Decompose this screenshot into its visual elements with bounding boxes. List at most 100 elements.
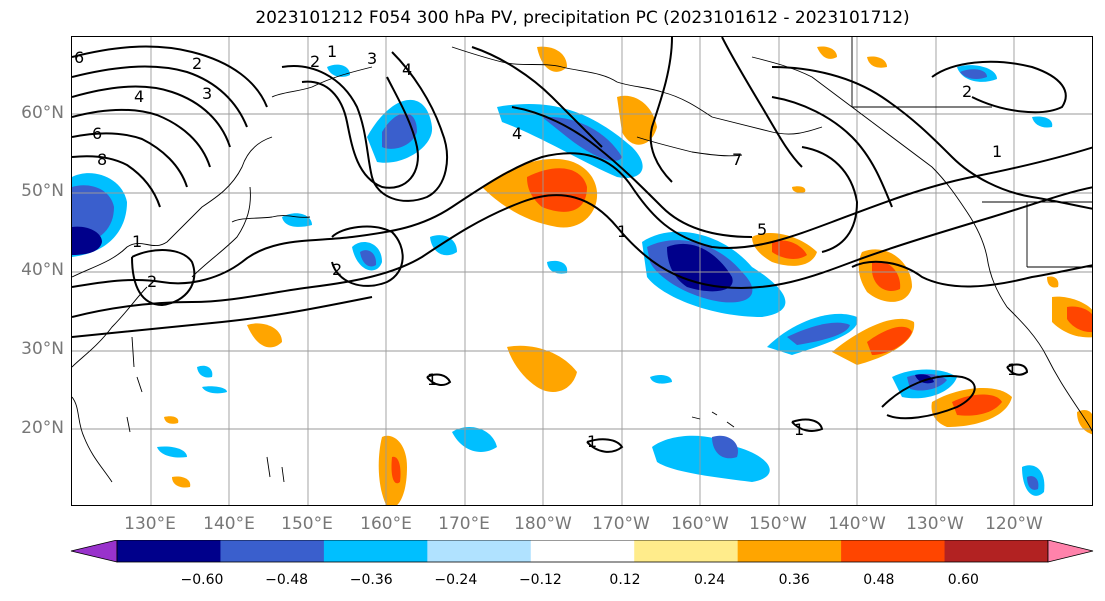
contour-label: 1 (427, 370, 437, 389)
lon-label-120w: 120°W (985, 514, 1043, 534)
colorbar-tick-label: 0.36 (778, 572, 810, 588)
precip-pos-region (164, 416, 179, 424)
precip-neg-region (787, 322, 850, 345)
lon-label-170e: 170°E (438, 514, 490, 534)
precip-neg-region (197, 365, 213, 378)
precip-neg-region (430, 235, 457, 256)
contour-label: 2 (192, 54, 202, 73)
precip-neg-region (1032, 116, 1053, 128)
precip-neg-region (282, 213, 312, 227)
colorbar-segment (117, 540, 221, 562)
contour-label: 1 (1007, 360, 1017, 379)
precip-pos-region (817, 46, 837, 59)
contour-label: 4 (402, 60, 412, 79)
precip-pos-region (872, 261, 901, 292)
contour-label: 5 (757, 220, 767, 239)
precip-pos-region (772, 240, 807, 259)
contour-label: 3 (202, 84, 212, 103)
precip-pos-region (1047, 276, 1059, 288)
precip-pos-region (1067, 306, 1092, 333)
precip-neg-region (360, 250, 377, 267)
colorbar-segment (634, 540, 739, 562)
precip-pos-region (867, 326, 912, 355)
map-title: 2023101212 F054 300 hPa PV, precipitatio… (255, 8, 910, 28)
lon-label-130w: 130°W (906, 514, 964, 534)
contour-label: 1 (587, 432, 597, 451)
precip-neg-region (652, 435, 770, 482)
precip-neg-region (960, 69, 987, 80)
precip-pos-region (867, 56, 887, 68)
precip-pos-region (247, 323, 282, 348)
contour-label: 6 (92, 124, 102, 143)
map-panel: 6 2 4 6 8 3 2 1 4 3 2 1 5 7 1 2 1 1 1 1 … (71, 36, 1093, 506)
map-canvas: 6 2 4 6 8 3 2 1 4 3 2 1 5 7 1 2 1 1 1 1 … (72, 37, 1092, 505)
lat-label-60n: 60°N (21, 103, 64, 123)
colorbar-tick-label: −0.12 (518, 572, 562, 588)
colorbar-extend-high (1047, 540, 1094, 563)
contour-label: 2 (147, 272, 157, 291)
precip-shading (72, 46, 1092, 505)
precip-neg-region (1027, 476, 1039, 490)
colorbar-segment (737, 540, 842, 562)
colorbar-tick-label: −0.24 (434, 572, 478, 588)
precip-pos-region (172, 476, 191, 488)
lon-label-180w: 180°W (514, 514, 572, 534)
colorbar-segment (220, 540, 325, 562)
lat-label-20n: 20°N (21, 418, 64, 438)
colorbar-segment (427, 540, 532, 562)
contour-label: 3 (367, 49, 377, 68)
lat-label-30n: 30°N (21, 339, 64, 359)
gridlines (72, 37, 1092, 505)
precip-neg-region (452, 427, 497, 452)
contour-label: 1 (132, 232, 142, 251)
colorbar-extend-low (70, 540, 118, 563)
contour-label: 1 (992, 142, 1002, 161)
contour-label: 1 (327, 42, 337, 61)
lat-label-40n: 40°N (21, 260, 64, 280)
colorbar-segments (70, 540, 1094, 563)
precip-neg-region (650, 374, 672, 384)
colorbar-tick-label: 0.24 (694, 572, 726, 588)
colorbar (70, 540, 1094, 563)
lon-label-170w: 170°W (592, 514, 650, 534)
contour-label: 8 (97, 150, 107, 169)
contour-label: 1 (617, 222, 627, 241)
precip-neg-region (202, 386, 227, 394)
precip-pos-region (537, 46, 567, 72)
precip-pos-region (792, 186, 806, 193)
contour-labels: 6 2 4 6 8 3 2 1 4 3 2 1 5 7 1 2 1 1 1 1 … (74, 42, 1017, 451)
precip-pos-region (507, 345, 577, 392)
lon-label-130e: 130°E (124, 514, 176, 534)
colorbar-tick-label: −0.48 (265, 572, 309, 588)
contour-label: 2 (962, 82, 972, 101)
colorbar-segment (323, 540, 428, 562)
colorbar-segment (841, 540, 946, 562)
precip-pos-region (1077, 410, 1092, 435)
contour-label: 4 (512, 124, 522, 143)
lat-label-50n: 50°N (21, 181, 64, 201)
precip-neg-region (72, 226, 102, 255)
precip-pos-region (952, 394, 1002, 416)
lon-label-160w: 160°W (671, 514, 729, 534)
lon-label-160e: 160°E (360, 514, 412, 534)
precip-pos-region (617, 95, 657, 145)
contour-label: 4 (134, 87, 144, 106)
lon-label-150e: 150°E (281, 514, 333, 534)
contour-label: 1 (794, 420, 804, 439)
colorbar-segment (944, 540, 1049, 562)
lon-label-140w: 140°W (828, 514, 886, 534)
lon-label-140e: 140°E (203, 514, 255, 534)
colorbar-tick-label: 0.60 (947, 572, 979, 588)
colorbar-tick-label: −0.60 (180, 572, 224, 588)
coastlines (72, 37, 1092, 483)
lon-label-150w: 150°W (749, 514, 807, 534)
contour-label: 2 (310, 52, 320, 71)
precip-neg-region (157, 446, 187, 458)
pv-contours (72, 37, 1092, 453)
colorbar-segment (530, 540, 635, 562)
precip-pos-region (527, 168, 587, 212)
contour-label: 6 (74, 48, 84, 67)
colorbar-tick-label: 0.12 (609, 572, 641, 588)
contour-label: 7 (732, 150, 742, 169)
precip-neg-region (327, 64, 350, 77)
